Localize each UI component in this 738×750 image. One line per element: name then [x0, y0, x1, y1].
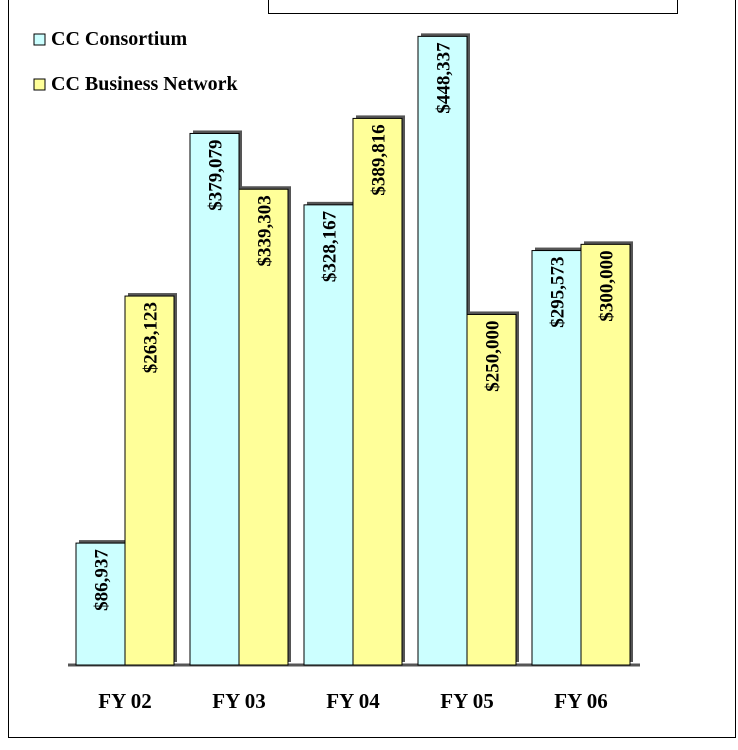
data-label: $339,303: [255, 195, 276, 266]
legend-swatch-cc-business-network: [33, 78, 46, 91]
x-tick-label: FY 03: [212, 689, 265, 713]
bar-cc-consortium: [531, 250, 582, 666]
x-tick-labels: FY 02 FY 03 FY 04 FY 05 FY 06: [98, 689, 607, 713]
data-label: $328,167: [320, 210, 341, 282]
x-tick-label: FY 05: [440, 689, 493, 713]
legend-swatch-cc-consortium: [33, 33, 46, 46]
header-box: [268, 0, 678, 14]
bar-cc-consortium: [303, 204, 354, 666]
data-label: $379,079: [206, 139, 227, 210]
data-label: $300,000: [597, 250, 618, 321]
data-label: $295,573: [548, 257, 569, 328]
bar-cc-business-network: [238, 188, 289, 666]
data-label: $86,937: [92, 549, 113, 611]
data-label: $263,123: [141, 302, 162, 373]
data-label: $389,816: [369, 124, 390, 195]
bar-cc-business-network: [124, 295, 175, 666]
x-tick-label: FY 02: [98, 689, 151, 713]
x-tick-label: FY 04: [326, 689, 380, 713]
x-tick-label: FY 06: [554, 689, 607, 713]
chart-frame: [8, 0, 736, 738]
legend-label-cc-business-network: CC Business Network: [51, 73, 239, 95]
bar-cc-consortium: [189, 132, 240, 666]
bar-cc-consortium: [417, 35, 468, 666]
legend: CC Consortium CC Business Network: [33, 28, 239, 95]
bar-cc-business-network: [352, 117, 403, 666]
legend-label-cc-consortium: CC Consortium: [51, 28, 187, 50]
bar-cc-business-network: [580, 243, 631, 666]
data-label: $250,000: [483, 320, 504, 391]
bars-group: $86,937 $263,123 $379,079 $339,303 $328,167 $…: [75, 33, 633, 666]
data-label: $448,337: [434, 42, 455, 114]
bar-cc-business-network: [466, 313, 517, 666]
